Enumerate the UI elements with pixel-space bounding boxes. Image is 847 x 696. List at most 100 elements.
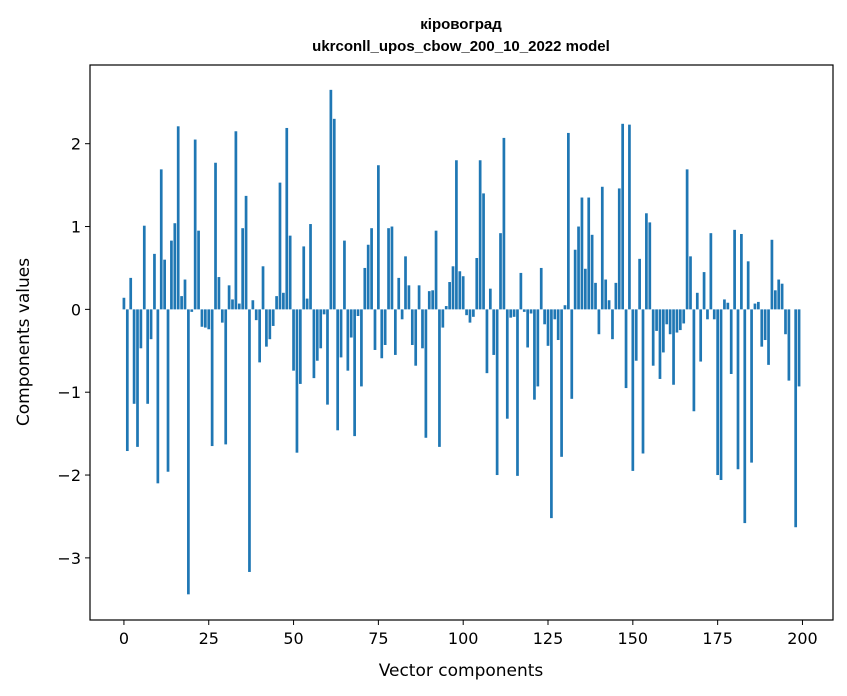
bar-4 (136, 309, 139, 447)
bar-181 (736, 309, 740, 470)
bar-17 (180, 296, 183, 310)
bar-151 (634, 309, 638, 361)
bar-58 (319, 309, 323, 349)
bar-129 (560, 309, 563, 457)
bar-69 (356, 309, 360, 316)
bar-110 (495, 309, 499, 476)
bar-57 (315, 309, 319, 361)
bar-173 (709, 233, 713, 310)
x-tick-label: 100 (448, 629, 479, 648)
bar-12 (163, 259, 166, 310)
bar-166 (685, 169, 689, 310)
bar-62 (332, 118, 336, 310)
x-tick-label: 50 (283, 629, 303, 648)
bar-91 (431, 290, 435, 310)
bar-105 (478, 160, 482, 310)
bar-24 (203, 309, 207, 328)
bar-55 (309, 224, 312, 310)
bar-45 (275, 296, 278, 310)
bar-117 (519, 272, 523, 310)
bar-14 (170, 240, 173, 310)
y-axis-label: Components values (14, 258, 34, 426)
chart-title: кіровоград (420, 16, 502, 33)
bar-172 (706, 309, 709, 320)
bar-63 (336, 309, 340, 431)
chart-subtitle: ukrconll_upos_cbow_200_10_2022 model (312, 38, 610, 55)
bar-13 (166, 309, 170, 472)
x-tick-label: 25 (199, 629, 219, 648)
bar-82 (400, 309, 404, 320)
bar-136 (583, 268, 587, 310)
bar-35 (241, 228, 245, 310)
bar-147 (621, 123, 625, 310)
bar-131 (567, 132, 570, 310)
bar-67 (349, 309, 353, 338)
x-tick-label: 125 (533, 629, 564, 648)
bar-190 (767, 309, 770, 365)
bar-186 (753, 303, 757, 310)
y-tick-label: 0 (71, 300, 81, 319)
bar-161 (668, 309, 672, 335)
bar-76 (380, 309, 384, 359)
bar-73 (370, 228, 373, 310)
bar-157 (655, 309, 658, 331)
bar-78 (387, 228, 390, 310)
bar-3 (132, 309, 136, 404)
bar-139 (594, 282, 597, 310)
bar-33 (234, 131, 238, 310)
bar-120 (529, 309, 533, 314)
bar-0 (122, 297, 126, 310)
bar-36 (244, 195, 248, 310)
bar-163 (675, 309, 679, 333)
bar-70 (360, 309, 363, 387)
bar-98 (455, 160, 458, 310)
bar-154 (645, 213, 648, 310)
bar-72 (366, 244, 370, 310)
bar-191 (770, 239, 774, 310)
bar-143 (607, 300, 611, 310)
bar-31 (227, 285, 231, 310)
bar-114 (509, 309, 513, 318)
bar-6 (142, 225, 146, 310)
bar-16 (176, 126, 180, 310)
bar-165 (682, 309, 686, 324)
bar-111 (499, 233, 502, 310)
x-tick-label: 150 (618, 629, 649, 648)
bar-193 (777, 279, 781, 310)
bar-85 (410, 309, 414, 345)
y-axis-ticks: −3 −2 −1 0 1 2 (57, 135, 90, 568)
bar-series (122, 89, 801, 595)
bar-60 (326, 309, 329, 405)
bar-83 (404, 256, 407, 310)
bar-130 (563, 305, 567, 310)
bar-156 (651, 309, 655, 366)
bar-174 (712, 309, 716, 320)
bar-53 (302, 246, 306, 310)
bar-132 (570, 309, 574, 399)
bar-167 (689, 256, 692, 310)
bar-113 (505, 309, 509, 419)
bar-30 (224, 309, 228, 445)
bar-168 (692, 309, 696, 412)
bar-142 (604, 279, 608, 310)
bar-74 (373, 309, 377, 350)
y-tick-label: 1 (71, 218, 81, 237)
bar-195 (784, 309, 787, 335)
bar-118 (522, 309, 526, 312)
bar-28 (217, 277, 221, 310)
bar-29 (220, 309, 224, 323)
bar-71 (363, 267, 367, 310)
bar-11 (159, 169, 163, 310)
bar-102 (468, 309, 472, 323)
bar-79 (390, 226, 394, 310)
bar-123 (539, 267, 543, 310)
bar-162 (672, 309, 675, 385)
y-tick-label: −3 (57, 549, 81, 568)
y-tick-label: −2 (57, 466, 81, 485)
bar-184 (746, 261, 750, 310)
bar-90 (427, 291, 431, 310)
x-tick-label: 0 (119, 629, 129, 648)
bar-185 (750, 309, 753, 463)
bar-127 (553, 309, 557, 320)
